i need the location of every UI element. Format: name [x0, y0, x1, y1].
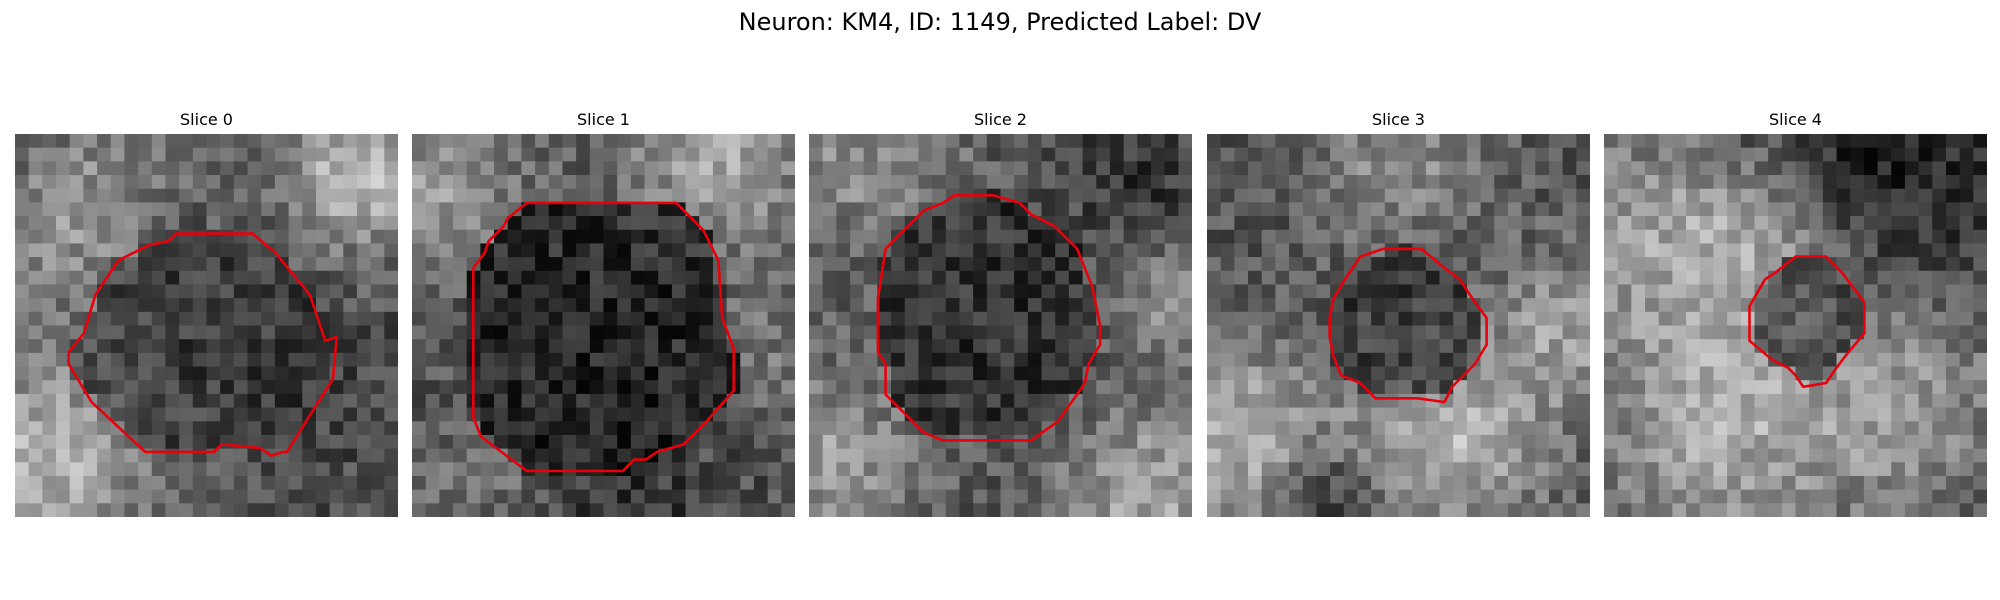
slice-title: Slice 0	[180, 110, 233, 129]
slice-title: Slice 2	[974, 110, 1027, 129]
slice-panel-1: Slice 1	[412, 108, 795, 517]
figure-title: Neuron: KM4, ID: 1149, Predicted Label: …	[738, 8, 1262, 36]
roi-contour	[876, 193, 1102, 442]
roi-contour	[1748, 255, 1866, 389]
slice-panel-2: Slice 2	[809, 108, 1192, 517]
slice-title: Slice 3	[1372, 110, 1425, 129]
slice-title: Slice 1	[577, 110, 630, 129]
slice-title: Slice 4	[1769, 110, 1822, 129]
slice-image	[412, 134, 795, 517]
slice-image	[809, 134, 1192, 517]
slice-panel-3: Slice 3	[1207, 108, 1590, 517]
slice-image	[1207, 134, 1590, 517]
roi-contour	[67, 232, 339, 458]
slice-panel-4: Slice 4	[1604, 108, 1987, 517]
roi-contour	[1328, 247, 1488, 404]
slice-image	[1604, 134, 1987, 517]
slice-image	[15, 134, 398, 517]
slice-panel-0: Slice 0	[15, 108, 398, 517]
roi-contour	[471, 201, 736, 473]
